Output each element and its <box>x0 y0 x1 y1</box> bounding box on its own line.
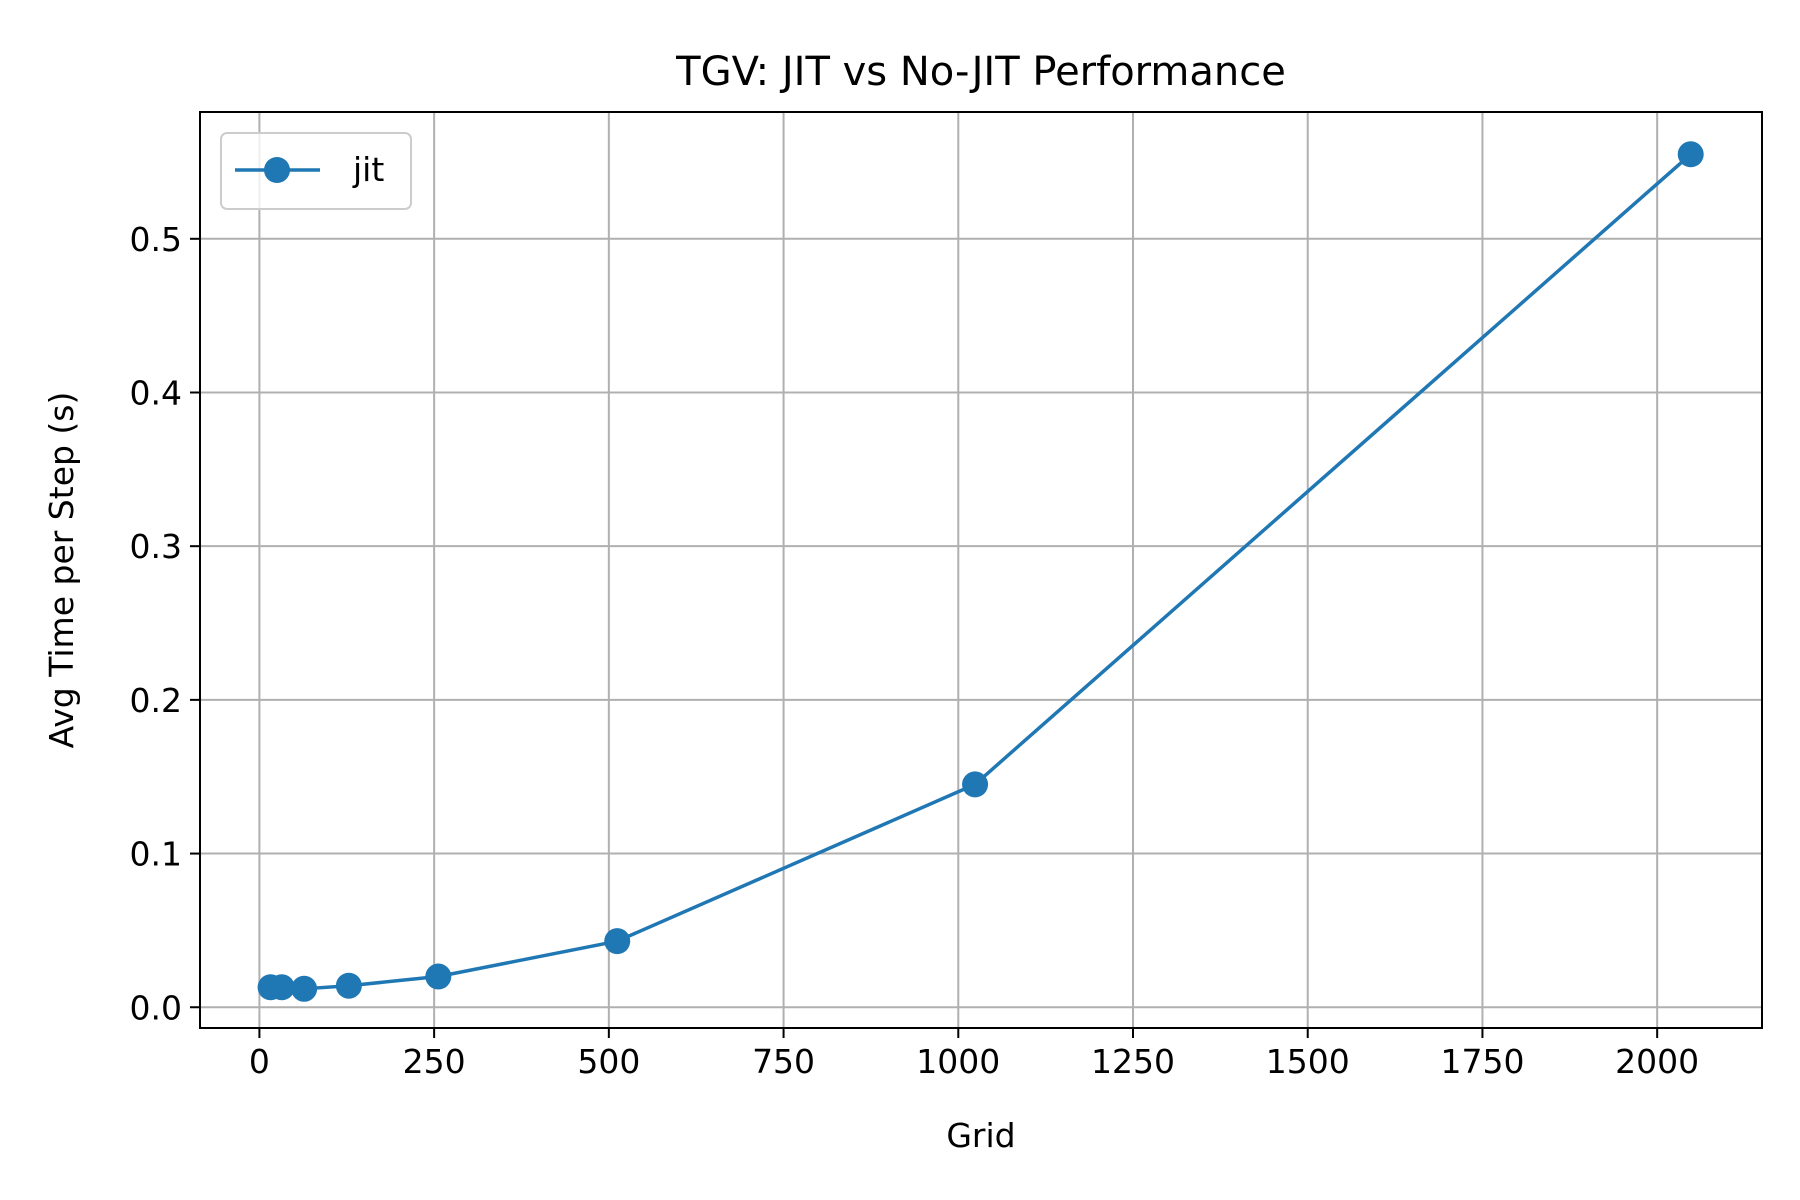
x-tick-label: 2000 <box>1615 1042 1699 1081</box>
plot-frame <box>199 111 1763 1029</box>
data-point <box>268 974 295 1001</box>
x-tick-label: 250 <box>403 1042 466 1081</box>
x-tick-label: 1750 <box>1440 1042 1524 1081</box>
data-point <box>962 771 989 798</box>
data-point <box>1677 141 1704 168</box>
x-axis-label: Grid <box>946 1116 1015 1155</box>
data-point <box>291 975 318 1002</box>
x-tick-label: 1000 <box>916 1042 1000 1081</box>
y-tick-label: 0.1 <box>130 835 182 874</box>
y-tick-label: 0.3 <box>130 527 182 566</box>
legend-marker-jit <box>264 157 290 183</box>
y-tick-label: 0.4 <box>130 373 182 412</box>
series-layer <box>257 141 1704 1002</box>
data-point <box>604 928 631 955</box>
grid-lines <box>200 112 1762 1028</box>
legend-label-jit: jit <box>352 150 384 189</box>
x-tick-label: 500 <box>577 1042 640 1081</box>
x-tick-label: 1500 <box>1266 1042 1350 1081</box>
series-line-jit <box>270 152 1692 991</box>
chart-title: TGV: JIT vs No-JIT Performance <box>675 49 1286 95</box>
y-tick-label: 0.5 <box>130 220 182 259</box>
legend: jit <box>220 132 412 210</box>
y-tick-label: 0.0 <box>130 988 182 1027</box>
x-tick-label: 750 <box>752 1042 815 1081</box>
x-tick-label: 0 <box>249 1042 270 1081</box>
data-point <box>335 972 362 999</box>
data-point <box>425 963 452 990</box>
y-axis-label: Avg Time per Step (s) <box>42 392 81 749</box>
y-tick-label: 0.2 <box>130 681 182 720</box>
axis-ticks: 0 250 500 750 1000 1250 1500 1750 2000 0.0 0.1 0.2 0… <box>130 220 1700 1081</box>
x-tick-label: 1250 <box>1091 1042 1175 1081</box>
